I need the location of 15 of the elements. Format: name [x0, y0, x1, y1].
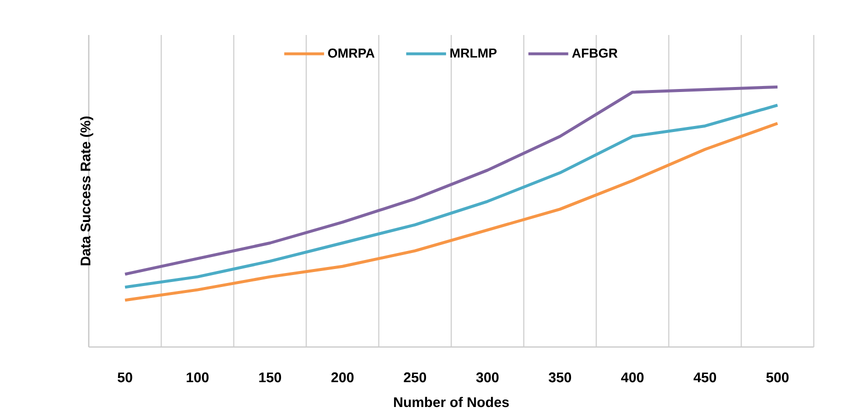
y-axis-title: Data Success Rate (%)	[80, 116, 94, 266]
legend-label: MRLMP	[450, 48, 497, 58]
x-tick-label: 350	[548, 372, 572, 382]
x-tick-label: 50	[118, 372, 132, 382]
legend-label: OMRPA	[328, 48, 374, 58]
x-tick-label: 250	[404, 372, 426, 382]
x-tick-label: 100	[186, 372, 209, 382]
x-tick-label: 150	[259, 372, 282, 382]
x-tick-label: 400	[621, 372, 644, 382]
legend-label: AFBGR	[572, 48, 618, 58]
x-tick-label: 300	[476, 372, 499, 382]
x-tick-label: 500	[766, 372, 789, 382]
x-tick-label: 200	[331, 372, 354, 382]
x-axis-title: Number of Nodes	[394, 396, 509, 408]
x-tick-label: 450	[694, 372, 716, 382]
